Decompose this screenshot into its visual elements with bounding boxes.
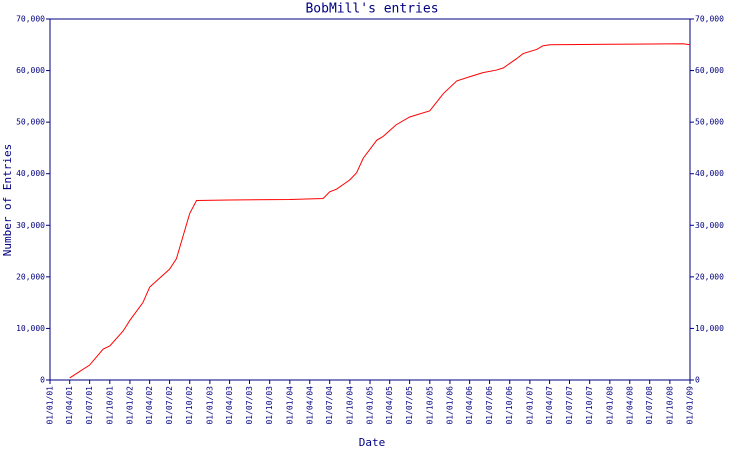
y2-tick-label: 0 — [695, 376, 700, 385]
x-tick-label: 01/01/04 — [285, 386, 294, 425]
y2-tick-label: 10,000 — [695, 324, 724, 333]
x-tick-label: 01/07/05 — [405, 386, 414, 425]
x-tick-label: 01/01/05 — [366, 386, 375, 425]
y-tick-label: 70,000 — [16, 15, 45, 24]
y-tick-label: 50,000 — [16, 118, 45, 127]
y2-tick-label: 50,000 — [695, 118, 724, 127]
y-axis-title: Number of Entries — [1, 144, 14, 257]
plot-frame — [49, 18, 691, 381]
y2-tick-label: 20,000 — [695, 272, 724, 281]
x-tick-label: 01/01/03 — [205, 386, 214, 425]
x-tick-label: 01/10/03 — [265, 386, 274, 425]
x-tick-label: 01/10/06 — [505, 386, 514, 425]
x-tick-label: 01/10/02 — [185, 386, 194, 425]
x-tick-label: 01/01/08 — [605, 386, 614, 425]
y-tick-label: 0 — [40, 376, 45, 385]
x-tick-label: 01/04/02 — [145, 386, 154, 425]
x-tick-label: 01/07/02 — [165, 386, 174, 425]
y-tick-label: 40,000 — [16, 169, 45, 178]
x-tick-label: 01/04/03 — [225, 386, 234, 425]
y-tick-label: 20,000 — [16, 272, 45, 281]
y2-tick-label: 60,000 — [695, 66, 724, 75]
x-tick-label: 01/01/01 — [46, 386, 55, 425]
x-tick-label: 01/07/06 — [485, 386, 494, 425]
x-tick-label: 01/07/04 — [325, 386, 334, 425]
x-tick-label: 01/01/07 — [525, 386, 534, 425]
y2-tick-label: 30,000 — [695, 221, 724, 230]
x-tick-label: 01/04/06 — [465, 386, 474, 425]
x-tick-label: 01/01/02 — [125, 386, 134, 425]
x-axis-title: Date — [359, 436, 386, 449]
y-tick-label: 10,000 — [16, 324, 45, 333]
x-tick-label: 01/07/07 — [565, 386, 574, 425]
y2-tick-label: 70,000 — [695, 15, 724, 24]
x-tick-label: 01/10/01 — [105, 386, 114, 425]
x-tick-label: 01/10/08 — [665, 386, 674, 425]
x-tick-label: 01/04/07 — [545, 386, 554, 425]
y2-tick-label: 40,000 — [695, 169, 724, 178]
y-tick-label: 60,000 — [16, 66, 45, 75]
data-line — [69, 43, 691, 379]
x-tick-label: 01/04/05 — [385, 386, 394, 425]
chart-title: BobMill's entries — [305, 2, 438, 17]
x-tick-label: 01/07/08 — [645, 386, 654, 425]
x-tick-label: 01/01/06 — [445, 386, 454, 425]
x-tick-label: 01/10/04 — [345, 386, 354, 425]
x-tick-label: 01/07/01 — [85, 386, 94, 425]
x-tick-label: 01/01/09 — [686, 386, 695, 425]
x-tick-label: 01/04/08 — [625, 386, 634, 425]
x-tick-label: 01/10/07 — [585, 386, 594, 425]
y-tick-label: 30,000 — [16, 221, 45, 230]
x-tick-label: 01/04/04 — [305, 386, 314, 425]
x-tick-label: 01/04/01 — [65, 386, 74, 425]
x-tick-label: 01/10/05 — [425, 386, 434, 425]
x-tick-label: 01/07/03 — [245, 386, 254, 425]
